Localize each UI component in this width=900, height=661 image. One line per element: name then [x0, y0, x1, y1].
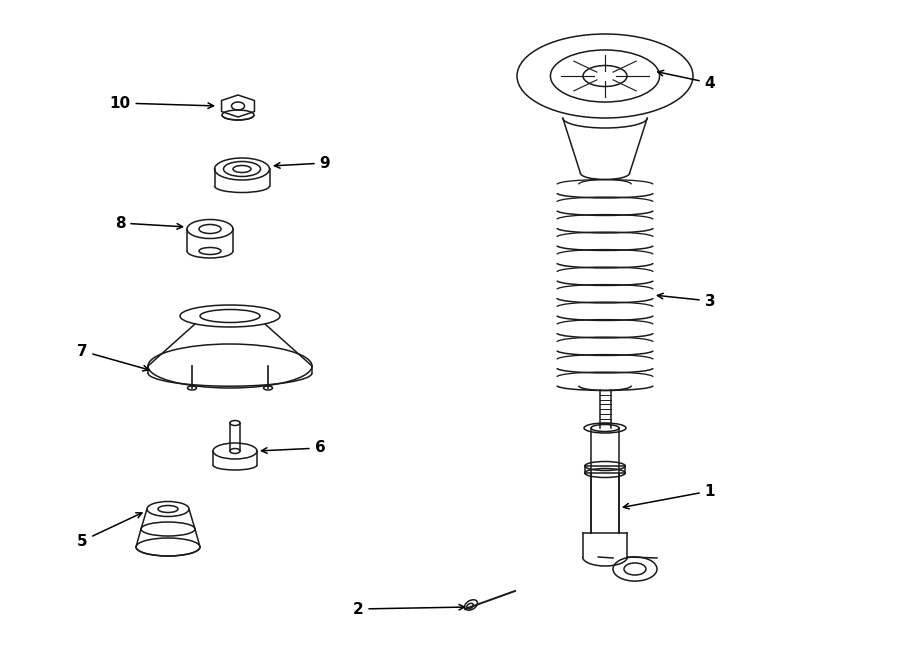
Text: 9: 9 — [274, 155, 330, 171]
Text: 8: 8 — [114, 215, 183, 231]
Text: 5: 5 — [76, 513, 142, 549]
Text: 10: 10 — [110, 95, 213, 110]
Text: 4: 4 — [658, 70, 716, 91]
Text: 7: 7 — [76, 344, 148, 371]
Text: 3: 3 — [658, 293, 716, 309]
Text: 2: 2 — [353, 602, 464, 617]
Text: 1: 1 — [624, 483, 716, 509]
Text: 6: 6 — [262, 440, 326, 455]
